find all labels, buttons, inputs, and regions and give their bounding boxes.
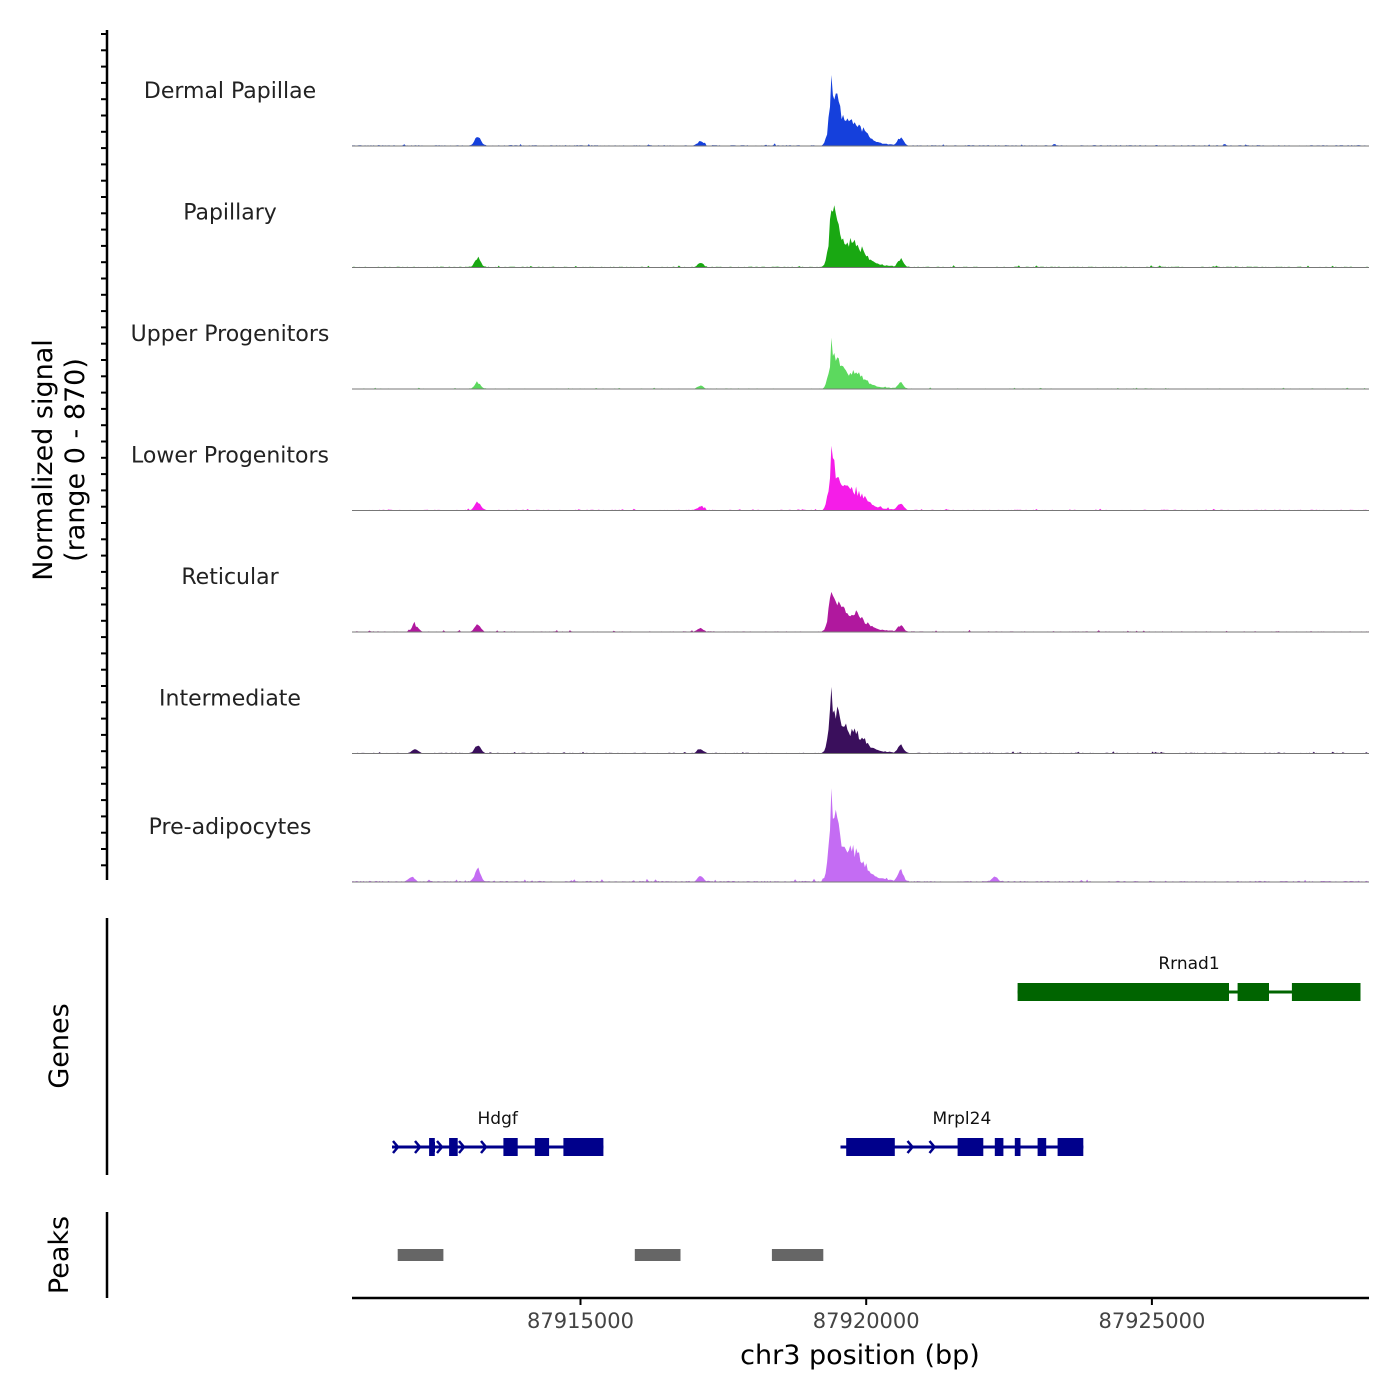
x-tick-label: 87925000 xyxy=(1098,1309,1205,1333)
x-tick-label: 87915000 xyxy=(527,1309,634,1333)
peak-region xyxy=(397,1249,444,1261)
signal-track: Intermediate xyxy=(159,687,1369,754)
track-label: Pre-adipocytes xyxy=(149,815,312,840)
signal-track: Lower Progenitors xyxy=(131,444,1369,511)
signal-area xyxy=(352,591,1369,632)
signal-tracks: Dermal Papillae Papillary Upper Progenitor… xyxy=(131,75,1369,883)
strand-arrow xyxy=(480,1140,488,1154)
signal-track: Pre-adipocytes xyxy=(149,788,1369,883)
signal-area xyxy=(352,337,1369,389)
gene-exon xyxy=(563,1138,604,1156)
track-label: Upper Progenitors xyxy=(131,322,330,347)
signal-area xyxy=(352,686,1369,754)
gene-exon xyxy=(1014,1138,1021,1156)
track-label: Intermediate xyxy=(159,687,301,712)
gene-utr xyxy=(432,1142,435,1152)
signal-area xyxy=(352,75,1369,146)
genes-axis-title: Genes xyxy=(44,1003,75,1088)
gene-model: Mrpl24 xyxy=(840,1109,1084,1156)
strand-arrow xyxy=(392,1140,400,1154)
gene-label: Hdgf xyxy=(478,1109,519,1129)
signal-track: Reticular xyxy=(181,565,1369,633)
peak-track xyxy=(397,1249,824,1261)
gene-exon xyxy=(957,1138,984,1156)
track-label: Papillary xyxy=(183,201,277,226)
track-label: Reticular xyxy=(181,565,279,590)
signal-track: Upper Progenitors xyxy=(131,322,1369,390)
gene-exon xyxy=(534,1138,550,1156)
strand-arrow xyxy=(928,1140,937,1154)
x-axis-ticks: 87915000 87920000 87925000 xyxy=(527,1298,1205,1333)
strand-arrow xyxy=(458,1140,466,1154)
strand-arrow xyxy=(414,1140,422,1154)
gene-exon xyxy=(1037,1138,1047,1156)
gene-label: Rrnad1 xyxy=(1158,954,1219,974)
gene-model: Rrnad1 xyxy=(1017,954,1361,1001)
signal-area xyxy=(352,445,1369,511)
track-label: Dermal Papillae xyxy=(144,79,316,104)
gene-exon xyxy=(503,1138,518,1156)
gene-exon xyxy=(429,1138,435,1156)
x-tick-label: 87920000 xyxy=(813,1309,920,1333)
signal-axis-title: Normalized signal xyxy=(28,339,59,581)
peaks-axis-title: Peaks xyxy=(44,1216,75,1294)
signal-axis-range: (range 0 - 870) xyxy=(60,358,91,562)
gene-model: Hdgf xyxy=(391,1109,604,1156)
strand-arrow xyxy=(436,1140,444,1154)
strand-arrow xyxy=(906,1140,915,1154)
gene-exon xyxy=(1291,983,1361,1001)
signal-area xyxy=(352,788,1369,882)
signal-track: Papillary xyxy=(183,201,1369,268)
peak-region xyxy=(771,1249,824,1261)
gene-exon xyxy=(1057,1138,1084,1156)
gene-label: Mrpl24 xyxy=(932,1109,991,1129)
x-axis-title: chr3 position (bp) xyxy=(740,1340,980,1371)
peak-region xyxy=(634,1249,681,1261)
gene-exon xyxy=(1017,983,1229,1001)
gene-exon xyxy=(994,1138,1004,1156)
track-label: Lower Progenitors xyxy=(131,444,329,469)
gene-exon xyxy=(449,1138,458,1156)
signal-track: Dermal Papillae xyxy=(144,75,1369,147)
gene-exon xyxy=(1237,983,1269,1001)
signal-area xyxy=(352,205,1369,268)
gene-exon xyxy=(846,1138,895,1156)
gene-track: Rrnad1 Hdgf Mrpl24 xyxy=(391,954,1361,1156)
